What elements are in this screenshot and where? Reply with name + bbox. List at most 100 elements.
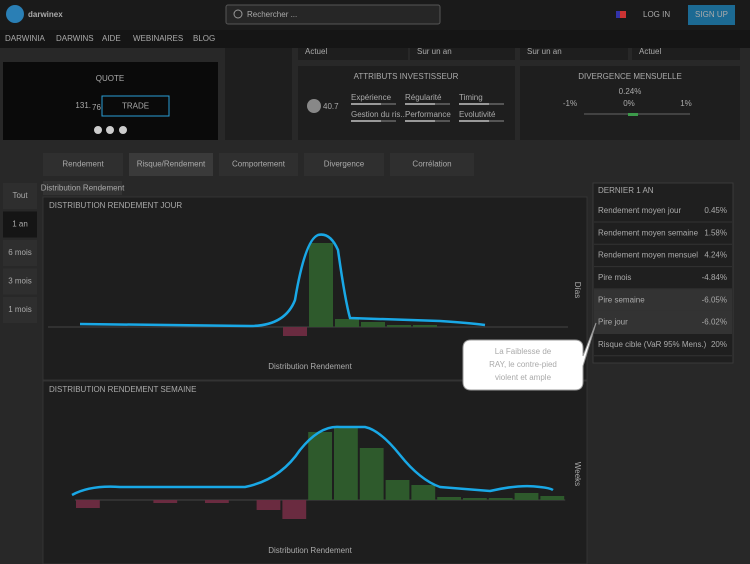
period-label[interactable]: 1 mois <box>8 305 32 314</box>
signup-label[interactable]: SIGN UP <box>695 10 728 19</box>
stats-label: Rendement moyen semaine <box>598 228 699 237</box>
nav-item[interactable]: WEBINAIRES <box>133 34 183 43</box>
divergence-scale: -1% <box>563 99 577 108</box>
attributes-title: ATTRIBUTS INVESTISSEUR <box>354 72 459 81</box>
stats-label: Pire mois <box>598 273 631 282</box>
histogram-bar <box>335 319 359 327</box>
tab[interactable] <box>219 153 298 176</box>
tab[interactable] <box>304 153 384 176</box>
chart-title: DISTRIBUTION RENDEMENT JOUR <box>49 201 182 210</box>
histogram-bar <box>359 448 384 500</box>
nav-item[interactable]: BLOG <box>193 34 215 43</box>
attribute-name: Gestion du ris... <box>351 110 407 119</box>
tab-label[interactable]: Corrélation <box>412 160 451 169</box>
stats-highlight <box>594 311 732 334</box>
search-box[interactable] <box>225 4 441 25</box>
attribute-fill <box>459 120 489 122</box>
subtab-label[interactable]: Distribution Rendement <box>41 184 125 193</box>
logo[interactable]: darwinex <box>28 10 63 19</box>
attributes-score: 40.7 <box>323 102 339 111</box>
login-link[interactable]: LOG IN <box>643 10 670 19</box>
stats-value: -6.02% <box>702 318 727 327</box>
summary-label: Sur un an <box>417 47 452 56</box>
histogram-bar <box>334 426 358 500</box>
stats-value: -4.84% <box>702 273 727 282</box>
histogram-bar <box>387 325 411 327</box>
stats-label: Rendement moyen mensuel <box>598 251 698 260</box>
summary-strip <box>520 48 628 60</box>
trade-button[interactable] <box>101 95 170 117</box>
tab-label[interactable]: Divergence <box>324 160 365 169</box>
divergence-value: 0.24% <box>619 87 642 96</box>
period-tab[interactable] <box>3 183 37 209</box>
flag <box>616 11 626 18</box>
social-icon[interactable] <box>94 126 102 134</box>
divergence-marker <box>628 113 638 116</box>
tab[interactable] <box>390 153 474 176</box>
attribute-fill <box>405 103 435 105</box>
histogram-bar <box>437 497 461 500</box>
histogram-bar <box>463 498 487 500</box>
attribute-name: Expérience <box>351 93 392 102</box>
search-placeholder: Rechercher ... <box>247 10 297 19</box>
tab-label[interactable]: Comportement <box>232 160 286 169</box>
stats-label: Rendement moyen jour <box>598 206 681 215</box>
period-label[interactable]: Tout <box>12 191 28 200</box>
histogram-bar <box>256 500 281 510</box>
stats-highlight <box>594 289 732 312</box>
histogram-bar <box>153 500 178 503</box>
subtab[interactable] <box>43 181 122 195</box>
attribute-name: Performance <box>405 110 451 119</box>
attribute-name: Régularité <box>405 93 442 102</box>
histogram-bar <box>514 493 539 500</box>
logo-icon <box>6 5 24 23</box>
trade-label[interactable]: TRADE <box>122 102 149 111</box>
nav-item[interactable]: DARWINIA <box>5 34 46 43</box>
nav-item[interactable]: DARWINS <box>56 34 94 43</box>
stats-value: -6.05% <box>702 295 727 304</box>
stats-label: Risque cible (VaR 95% Mens.) <box>598 340 707 349</box>
histogram-bar <box>540 496 565 500</box>
attribute-fill <box>351 103 381 105</box>
summary-label: Actuel <box>305 47 327 56</box>
stats-value: 4.24% <box>704 251 727 260</box>
attribute-fill <box>351 120 381 122</box>
tab[interactable] <box>129 153 213 176</box>
histogram-bar <box>488 498 513 500</box>
nav-item[interactable]: AIDE <box>102 34 121 43</box>
attribute-fill <box>405 120 435 122</box>
period-label[interactable]: 1 an <box>12 220 28 229</box>
callout-text: violent et ample <box>495 373 552 382</box>
summary-strip <box>298 48 408 60</box>
period-label[interactable]: 6 mois <box>8 248 32 257</box>
tab-label[interactable]: Risque/Rendement <box>137 160 206 169</box>
period-tab[interactable] <box>3 240 37 266</box>
tab[interactable] <box>43 153 123 176</box>
social-icon[interactable] <box>119 126 127 134</box>
chart-y-label: Weeks <box>573 462 582 486</box>
period-tab[interactable] <box>3 268 37 295</box>
chart-title: DISTRIBUTION RENDEMENT SEMAINE <box>49 385 196 394</box>
callout-text: RAY, le contre-pied <box>489 360 557 369</box>
flag-stripe <box>616 11 620 18</box>
histogram-bar <box>308 432 332 500</box>
summary-strip <box>632 48 740 60</box>
period-label[interactable]: 3 mois <box>8 277 32 286</box>
tab-label[interactable]: Rendement <box>62 160 104 169</box>
period-tab[interactable] <box>3 211 37 238</box>
quote-integer: 131. <box>75 101 91 110</box>
callout-bubble <box>462 322 597 391</box>
period-tab[interactable] <box>3 297 37 323</box>
stats-value: 20% <box>711 340 727 349</box>
social-icon[interactable] <box>106 126 114 134</box>
signup-button[interactable] <box>688 5 735 25</box>
attribute-name: Evolutivité <box>459 110 496 119</box>
histogram-bar <box>413 325 437 327</box>
attribute-fill <box>459 103 489 105</box>
stats-label: Pire semaine <box>598 295 645 304</box>
stats-title: DERNIER 1 AN <box>598 186 654 195</box>
chart-y-label: Días <box>573 282 582 298</box>
summary-label: Actuel <box>639 47 661 56</box>
histogram-bar <box>385 480 410 500</box>
histogram-bar <box>282 500 307 519</box>
